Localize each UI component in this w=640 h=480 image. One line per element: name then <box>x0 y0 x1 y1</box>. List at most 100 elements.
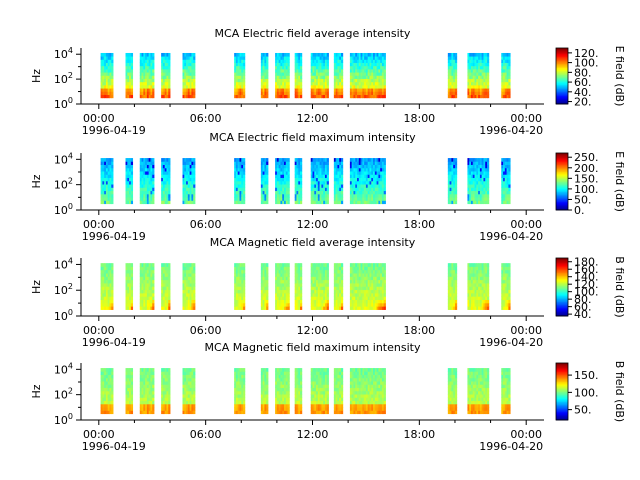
heatmap-cell <box>451 302 454 307</box>
colorbar-segment <box>556 195 568 198</box>
heatmap-cell <box>380 78 383 83</box>
heatmap-cell <box>276 174 280 179</box>
heatmap-cell <box>337 81 340 86</box>
heatmap-cell <box>323 84 326 89</box>
heatmap-cell <box>109 184 112 188</box>
heatmap-cell <box>472 266 475 271</box>
heatmap-cell <box>474 62 477 67</box>
heatmap-cell <box>508 94 511 99</box>
heatmap-cell <box>276 296 280 301</box>
heatmap-cell <box>164 302 167 307</box>
heatmap-cell <box>381 94 385 99</box>
heatmap-cell <box>278 306 281 310</box>
heatmap-cell <box>193 164 196 169</box>
colorbar-segment <box>556 73 568 76</box>
heatmap-cell <box>235 52 239 57</box>
heatmap-cell <box>504 174 507 179</box>
heatmap-cell <box>360 306 363 310</box>
heatmap-cell <box>130 88 134 92</box>
heatmap-cell <box>162 78 166 83</box>
heatmap-cell <box>127 266 130 271</box>
heatmap-cell <box>321 84 324 89</box>
heatmap-cell <box>164 193 167 198</box>
heatmap-cell <box>141 161 144 165</box>
heatmap-cell <box>357 269 360 274</box>
heatmap-cell <box>310 65 313 70</box>
heatmap-cell <box>193 200 196 205</box>
heatmap-cell <box>150 84 153 89</box>
heatmap-cell <box>319 283 322 287</box>
heatmap-cell <box>168 75 171 79</box>
heatmap-cell <box>349 296 353 301</box>
colorbar-tick-label: 50. <box>574 193 592 206</box>
heatmap-cell <box>129 289 132 294</box>
heatmap-cell <box>360 158 363 162</box>
heatmap-cell <box>358 68 361 73</box>
heatmap-cell <box>186 78 189 83</box>
heatmap-cell <box>479 56 483 60</box>
heatmap-cell <box>278 299 281 304</box>
heatmap-cell <box>339 289 342 294</box>
heatmap-cell <box>107 279 110 284</box>
heatmap-cell <box>485 190 488 195</box>
x-tick-label: 12:00 <box>297 112 329 125</box>
heatmap-cell <box>143 302 146 307</box>
heatmap-cell <box>187 276 191 281</box>
heatmap-cell <box>241 296 244 301</box>
heatmap-cell <box>447 65 451 70</box>
heatmap-cell <box>168 164 171 169</box>
colorbar-tick-label: 180. <box>574 256 599 269</box>
heatmap-cell <box>478 286 481 291</box>
heatmap-cell <box>376 161 379 165</box>
heatmap-cell <box>469 302 472 307</box>
heatmap-cell <box>300 158 303 162</box>
heatmap-cell <box>381 161 385 165</box>
heatmap-cell <box>333 279 337 284</box>
heatmap-cell <box>260 283 264 287</box>
heatmap-cell <box>472 292 475 297</box>
heatmap-cell <box>275 78 278 83</box>
heatmap-cell <box>102 276 105 281</box>
heatmap-cell <box>102 164 105 169</box>
heatmap-cell <box>481 52 484 57</box>
heatmap-cell <box>100 184 103 188</box>
heatmap-cell <box>467 302 470 307</box>
heatmap-cell <box>296 296 299 301</box>
heatmap-cell <box>278 75 281 79</box>
heatmap-cell <box>358 94 361 99</box>
heatmap-cell <box>139 167 142 172</box>
heatmap-cell <box>294 177 297 182</box>
heatmap-cell <box>376 263 379 267</box>
heatmap-cell <box>321 193 324 198</box>
heatmap-cell <box>237 263 240 267</box>
heatmap-cell <box>508 52 511 57</box>
heatmap-cell <box>504 161 507 165</box>
heatmap-cell <box>340 283 344 287</box>
heatmap-cell <box>319 266 322 271</box>
heatmap-cell <box>105 387 109 392</box>
heatmap-cell <box>111 62 114 67</box>
colorbar: 0.50.100.150.200.250. E field (dB) <box>555 151 626 217</box>
heatmap-cell <box>235 88 239 92</box>
heatmap-cell <box>105 197 109 201</box>
colorbar-tick-label: 160. <box>574 263 599 276</box>
heatmap-cell <box>478 81 481 86</box>
heatmap-cell <box>111 368 114 372</box>
heatmap-cell <box>503 269 506 274</box>
heatmap-cell <box>470 279 474 284</box>
heatmap-cell <box>143 289 146 294</box>
heatmap-cell <box>381 84 385 89</box>
heatmap-cell <box>127 286 130 291</box>
heatmap-cell <box>360 91 363 95</box>
heatmap-cell <box>127 174 130 179</box>
heatmap-cell <box>278 283 281 287</box>
heatmap-cell <box>476 164 479 169</box>
heatmap-cell <box>454 56 458 60</box>
heatmap-cell <box>296 306 299 310</box>
heatmap-cell <box>284 306 287 310</box>
heatmap-cell <box>358 164 361 169</box>
heatmap-cell <box>262 59 265 63</box>
heatmap-cell <box>501 299 504 304</box>
heatmap-cell <box>483 62 486 67</box>
heatmap-cell <box>243 62 246 67</box>
